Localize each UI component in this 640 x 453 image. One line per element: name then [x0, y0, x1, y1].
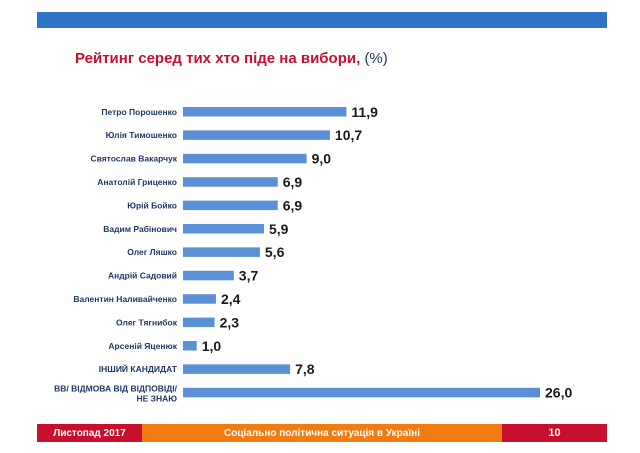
value-label: 11,9	[351, 104, 378, 120]
category-label: Святослав Вакарчук	[90, 154, 177, 164]
category-label: Валентин Наливайченко	[73, 294, 177, 304]
bar	[183, 224, 265, 234]
category-label: Арсеній Яценюк	[108, 341, 177, 351]
category-label: Юрій Бойко	[127, 200, 177, 210]
title-unit: (%)	[364, 50, 388, 67]
value-label: 9,0	[312, 151, 332, 167]
value-label: 2,4	[221, 291, 241, 307]
bar	[183, 130, 330, 140]
value-label: 6,9	[283, 174, 303, 190]
value-label: 3,7	[239, 268, 259, 284]
bar	[183, 270, 234, 281]
bar	[183, 107, 347, 117]
category-label: Олег Тягнибок	[116, 317, 178, 327]
bar-chart: Петро Порошенко 11,9 Юлія Тимошенко 10,7 Свя…	[54, 104, 572, 404]
bar	[183, 177, 278, 187]
footer-topic: Соціально політична ситуація в Україні	[142, 424, 502, 442]
value-label: 1,0	[202, 338, 222, 354]
category-label: ВВ/ ВІДМОВА ВІД ВІДПОВІДІ/НЕ ЗНАЮ	[54, 384, 178, 404]
value-label: 7,8	[295, 361, 315, 377]
bar	[183, 294, 216, 304]
bar	[183, 341, 197, 351]
bar	[183, 153, 307, 164]
page-number: 10	[502, 424, 607, 442]
value-label: 10,7	[335, 127, 362, 143]
footer-date: Листопад 2017	[37, 424, 142, 442]
bar	[183, 317, 215, 328]
category-label: Андрій Садовий	[108, 271, 177, 281]
bar	[183, 200, 278, 211]
category-label: Юлія Тимошенко	[106, 130, 177, 140]
category-label: Вадим Рабінович	[103, 224, 177, 234]
value-label: 5,6	[265, 244, 285, 260]
bar	[183, 364, 291, 374]
category-label: ІНШИЙ КАНДИДАТ	[99, 363, 178, 374]
bar	[183, 247, 260, 257]
footer-bar: Листопад 2017 Соціально політична ситуац…	[37, 424, 607, 442]
bar	[183, 387, 540, 398]
value-label: 26,0	[545, 385, 572, 401]
title-text: Рейтинг серед тих хто піде на вибори,	[75, 50, 361, 67]
slide-title: Рейтинг серед тих хто піде на вибори, (%…	[75, 50, 388, 67]
category-label: Анатолій Гриценко	[97, 177, 177, 187]
header-band	[37, 12, 607, 28]
value-label: 2,3	[220, 314, 240, 330]
category-label: Олег Ляшко	[127, 247, 177, 257]
value-label: 5,9	[269, 221, 289, 237]
category-label: Петро Порошенко	[101, 107, 177, 117]
value-label: 6,9	[283, 197, 303, 213]
